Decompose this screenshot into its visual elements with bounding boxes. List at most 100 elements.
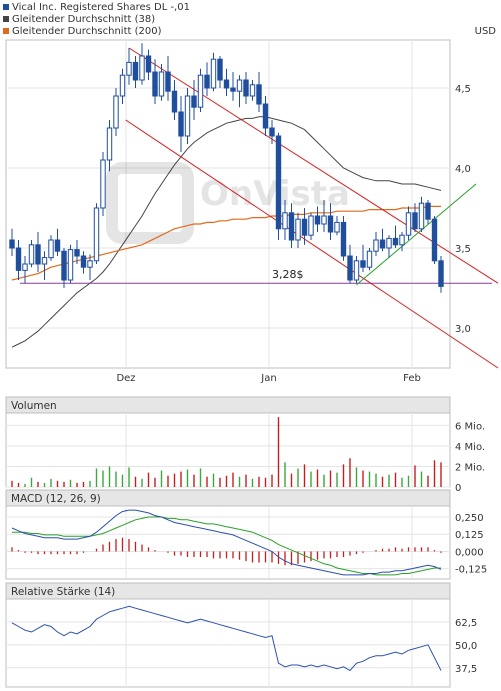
macd-panel: MACD (12, 26, 9) 0,250 0,125 0,000 -0,125 bbox=[5, 489, 487, 580]
candle-body bbox=[9, 239, 15, 249]
candle-body bbox=[360, 260, 366, 268]
candle-body bbox=[61, 250, 67, 281]
candle-body bbox=[158, 71, 165, 97]
candle-body bbox=[106, 127, 113, 161]
volume-y-tick-label: 2 Mio. bbox=[455, 462, 485, 473]
candle-body bbox=[438, 260, 444, 287]
volume-header bbox=[5, 396, 451, 414]
candle-body bbox=[379, 239, 386, 249]
legend-swatch-ma38 bbox=[3, 16, 9, 22]
candle-body bbox=[399, 234, 405, 246]
candle-body bbox=[249, 84, 256, 97]
candle-body bbox=[28, 244, 35, 265]
candle-body bbox=[191, 95, 197, 108]
volume-y-tick-label: 6 Mio. bbox=[455, 421, 485, 432]
candle-body bbox=[41, 257, 48, 265]
rsi-y-tick-label: 62,5 bbox=[455, 618, 477, 629]
candle-body bbox=[262, 103, 269, 129]
candle-body bbox=[22, 263, 28, 271]
macd-y-tick-label: 0,000 bbox=[455, 547, 484, 558]
support-level-label: 3,28$ bbox=[272, 268, 304, 281]
candle-body bbox=[327, 215, 334, 233]
candle-body bbox=[217, 58, 223, 81]
candle-body bbox=[119, 74, 126, 97]
candle-body bbox=[295, 218, 301, 241]
candle-body bbox=[152, 71, 158, 97]
candle-body bbox=[314, 215, 321, 225]
legend-swatch-price bbox=[3, 4, 9, 10]
candle-body bbox=[48, 239, 54, 259]
rsi-y-tick-label: 50,0 bbox=[455, 641, 477, 652]
candle-body bbox=[269, 127, 275, 137]
price-y-tick-label: 3,5 bbox=[455, 244, 471, 255]
candle-body bbox=[282, 212, 288, 230]
candle-body bbox=[171, 90, 178, 113]
legend-label-price: Vical Inc. Registered Shares DL -,01 bbox=[12, 2, 190, 13]
candle-body bbox=[412, 212, 418, 230]
candle-body bbox=[418, 202, 425, 230]
price-panel: OnVista 3,28$ 4,5 4,0 3,5 3,0 Dez Jan Feb bbox=[5, 39, 499, 384]
legend: Vical Inc. Registered Shares DL -,01 Gle… bbox=[3, 2, 496, 37]
candle-body bbox=[126, 61, 132, 76]
candle-body bbox=[308, 215, 314, 236]
price-y-tick-label: 4,5 bbox=[455, 84, 471, 95]
candle-body bbox=[132, 61, 139, 81]
candle-body bbox=[113, 95, 119, 129]
candle-body bbox=[334, 221, 340, 233]
candle-body bbox=[74, 249, 80, 257]
candle-body bbox=[35, 244, 41, 265]
macd-y-tick-label: -0,125 bbox=[455, 565, 487, 576]
legend-label-ma200: Gleitender Durchschnitt (200) bbox=[12, 26, 162, 37]
candle-body bbox=[256, 84, 262, 105]
candle-body bbox=[431, 218, 438, 262]
candle-body bbox=[15, 247, 22, 271]
trend-channel-lower bbox=[125, 119, 499, 369]
candle-body bbox=[197, 74, 204, 108]
macd-title: MACD (12, 26, 9) bbox=[11, 493, 101, 505]
candle-body bbox=[405, 212, 412, 236]
volume-title: Volumen bbox=[11, 400, 57, 412]
volume-panel: Volumen 6 Mio. 4 Mio. 2 Mio. 0 bbox=[5, 396, 485, 494]
candle-body bbox=[301, 218, 308, 236]
candle-body bbox=[236, 79, 243, 92]
candle-body bbox=[386, 237, 392, 249]
price-plot-area bbox=[5, 39, 451, 369]
legend-swatch-ma200 bbox=[3, 28, 9, 34]
candle-body bbox=[100, 159, 106, 209]
macd-y-tick-label: 0,125 bbox=[455, 530, 484, 541]
svg-text:OnVista: OnVista bbox=[200, 174, 350, 214]
candle-body bbox=[425, 202, 431, 220]
candle-body bbox=[204, 74, 210, 89]
candle-body bbox=[288, 212, 295, 241]
candle-body bbox=[353, 260, 360, 281]
candle-body bbox=[340, 221, 347, 257]
candle-body bbox=[223, 79, 230, 89]
candle-body bbox=[366, 250, 373, 268]
rsi-title: Relative Stärke (14) bbox=[11, 586, 115, 598]
candle-body bbox=[165, 71, 171, 92]
volume-y-tick-label: 4 Mio. bbox=[455, 442, 485, 453]
candle-body bbox=[93, 207, 100, 262]
candle-body bbox=[230, 87, 236, 92]
volume-y-tick-label: 0 bbox=[455, 483, 461, 494]
candle-body bbox=[321, 215, 327, 225]
watermark-logo: OnVista bbox=[106, 162, 350, 244]
candle-body bbox=[178, 111, 184, 137]
rsi-panel: Relative Stärke (14) 62,5 50,0 37,5 bbox=[5, 582, 477, 688]
candle-body bbox=[87, 260, 93, 268]
macd-y-tick-label: 0,250 bbox=[455, 513, 484, 524]
candle-body bbox=[80, 255, 87, 268]
candle-body bbox=[347, 255, 353, 281]
rsi-plot-area bbox=[5, 598, 451, 688]
candle-body bbox=[184, 95, 191, 137]
price-y-tick-label: 4,0 bbox=[455, 164, 471, 175]
macd-line bbox=[11, 509, 442, 576]
x-tick-label-feb: Feb bbox=[403, 373, 421, 384]
price-y-tick-label: 3,0 bbox=[455, 324, 471, 335]
macd-plot-area bbox=[5, 505, 451, 580]
candle-body bbox=[392, 237, 399, 246]
currency-label: USD bbox=[475, 26, 497, 37]
candle-body bbox=[139, 55, 145, 81]
candle-body bbox=[210, 58, 217, 89]
